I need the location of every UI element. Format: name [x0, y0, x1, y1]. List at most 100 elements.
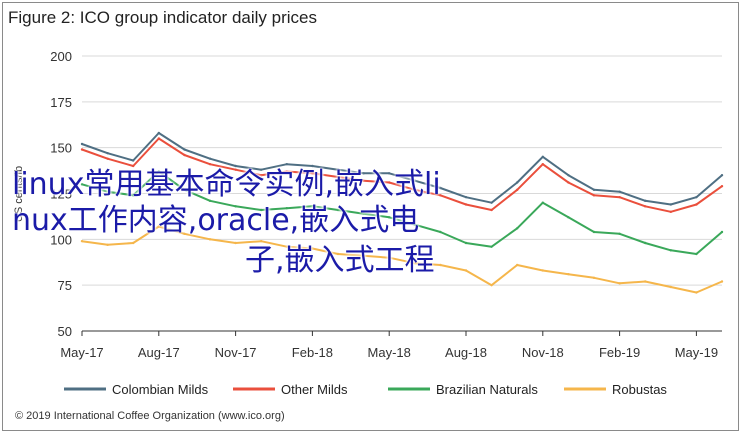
y-axis-ticks: 50 75 100 125 150 175 200 — [50, 49, 72, 339]
data-point — [311, 164, 314, 168]
series-line — [81, 137, 723, 213]
data-point — [669, 210, 672, 214]
data-point — [644, 280, 647, 283]
data-point — [208, 238, 212, 241]
data-point — [234, 168, 237, 171]
x-tick-label: Aug-17 — [138, 345, 180, 360]
data-point — [388, 181, 391, 184]
data-point — [592, 276, 596, 280]
data-point — [362, 212, 365, 215]
data-point — [464, 269, 468, 272]
data-point — [720, 173, 724, 177]
data-point — [132, 194, 135, 197]
x-tick-label: May-17 — [60, 345, 103, 360]
data-point — [516, 188, 519, 192]
data-point — [106, 151, 109, 155]
data-point — [439, 186, 442, 190]
data-point — [80, 239, 84, 243]
data-point — [362, 179, 365, 182]
data-point — [464, 195, 468, 199]
data-point — [388, 172, 391, 175]
data-point — [311, 205, 314, 208]
data-point — [234, 241, 237, 245]
data-point — [695, 195, 698, 199]
data-point — [413, 179, 416, 182]
data-point — [516, 263, 519, 267]
data-point — [157, 170, 160, 173]
data-point — [234, 205, 237, 208]
legend-label: Robustas — [612, 382, 667, 397]
data-point — [285, 206, 288, 210]
copyright-credit: © 2019 International Coffee Organization… — [15, 410, 285, 422]
data-point — [618, 282, 621, 285]
legend-item: Colombian Milds — [64, 382, 209, 397]
data-point — [183, 188, 186, 192]
figure-title: Figure 2: ICO group indicator daily pric… — [8, 8, 317, 27]
x-axis: May-17 Aug-17 Nov-17 Feb-18 May-18 Aug-18 Nov-… — [60, 330, 722, 360]
data-point — [336, 208, 340, 212]
x-tick-label: Aug-18 — [445, 345, 487, 360]
x-tick-label: Feb-19 — [599, 345, 640, 360]
data-point — [80, 148, 84, 151]
data-point — [157, 137, 160, 140]
legend: Colombian Milds Other Milds Brazilian Natu… — [64, 382, 667, 397]
data-point — [592, 194, 596, 197]
data-point — [464, 241, 468, 245]
data-point — [413, 188, 416, 192]
data-point — [490, 208, 493, 212]
data-point — [260, 239, 263, 243]
data-point — [490, 201, 493, 204]
data-point — [644, 199, 647, 203]
y-tick-label: 175 — [50, 95, 72, 110]
data-point — [362, 254, 365, 258]
legend-label: Brazilian Naturals — [436, 382, 538, 397]
data-point — [439, 263, 442, 267]
x-tick-label: May-18 — [368, 345, 411, 360]
data-point — [490, 245, 493, 248]
series-brazilian-naturals — [80, 170, 724, 256]
data-point — [618, 232, 621, 236]
series-lines — [80, 131, 724, 294]
x-tick-label: Nov-17 — [215, 345, 257, 360]
data-point — [208, 157, 212, 160]
data-point — [567, 181, 570, 184]
data-point — [260, 208, 263, 212]
data-point — [516, 227, 519, 230]
data-point — [490, 283, 493, 287]
data-point — [183, 148, 186, 151]
x-tick-label: May-19 — [675, 345, 718, 360]
data-point — [720, 280, 724, 283]
data-point — [439, 230, 442, 234]
x-tick-label: Feb-18 — [292, 345, 333, 360]
data-point — [311, 172, 314, 175]
overlay-text-line-3: 子,嵌入式工程 — [245, 243, 435, 278]
legend-label: Other Milds — [281, 382, 348, 397]
x-tick-label: Nov-18 — [522, 345, 564, 360]
data-point — [592, 188, 596, 192]
data-point — [336, 175, 340, 179]
data-point — [669, 203, 672, 206]
data-point — [106, 190, 109, 193]
data-point — [541, 269, 544, 272]
data-point — [516, 181, 519, 184]
y-tick-label: 150 — [50, 141, 72, 156]
data-point — [592, 230, 596, 234]
data-point — [695, 203, 698, 206]
data-point — [388, 216, 391, 219]
y-tick-label: 100 — [50, 232, 72, 247]
data-point — [183, 232, 186, 236]
data-point — [695, 252, 698, 256]
y-tick-label: 200 — [50, 49, 72, 64]
data-point — [413, 261, 416, 265]
series-robustas — [80, 225, 724, 294]
legend-label: Colombian Milds — [112, 382, 209, 397]
data-point — [541, 162, 544, 166]
data-point — [720, 184, 724, 188]
series-colombian-milds — [80, 131, 724, 206]
series-line — [81, 170, 723, 255]
data-point — [669, 249, 672, 252]
data-point — [157, 131, 160, 135]
data-point — [285, 162, 288, 166]
figure-frame — [2, 2, 739, 431]
